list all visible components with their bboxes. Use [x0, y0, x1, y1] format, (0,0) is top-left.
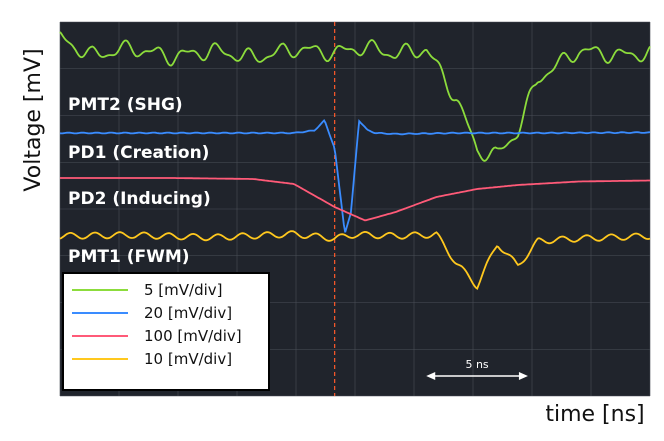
legend-box — [62, 272, 270, 391]
scale-bar-right-arrow — [518, 372, 528, 380]
x-axis-label: time [ns] — [545, 402, 644, 427]
legend: 5 [mV/div] 20 [mV/div] 100 [mV/div] 10 [mV/… — [62, 272, 270, 391]
legend-scale-label: 5 [mV/div] — [144, 281, 223, 299]
trace-4 — [59, 230, 651, 290]
trace-labels: PMT2 (SHG) PD1 (Creation) PD2 (Inducing) PM… — [68, 95, 211, 267]
scale-bar-left-arrow — [426, 372, 436, 380]
trace-label-3: PD2 (Inducing) — [68, 189, 211, 209]
y-axis-label: Voltage [mV] — [21, 48, 46, 191]
trace-3 — [60, 177, 650, 222]
scale-bar-label: 5 ns — [465, 358, 488, 371]
time-scale-bar: 5 ns — [426, 358, 528, 380]
trace-label-2: PD1 (Creation) — [68, 143, 209, 163]
legend-entries: 5 [mV/div] 20 [mV/div] 100 [mV/div] 10 [mV/… — [72, 281, 242, 368]
legend-scale-label: 10 [mV/div] — [144, 350, 232, 368]
trace-2 — [59, 118, 651, 233]
trace-label-1: PMT2 (SHG) — [68, 95, 183, 115]
traces — [59, 31, 651, 290]
trace-1 — [59, 31, 651, 162]
legend-scale-label: 20 [mV/div] — [144, 304, 232, 322]
trace-label-4: PMT1 (FWM) — [68, 247, 190, 267]
legend-scale-label: 100 [mV/div] — [144, 327, 242, 345]
